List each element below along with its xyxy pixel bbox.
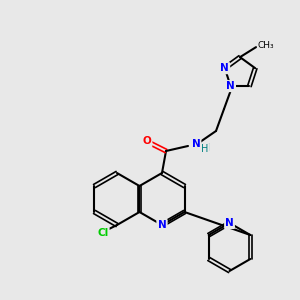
Text: H: H <box>201 143 209 153</box>
Text: N: N <box>226 81 235 91</box>
Text: Cl: Cl <box>97 228 109 238</box>
Text: N: N <box>225 218 234 228</box>
Text: N: N <box>158 220 166 230</box>
Text: N: N <box>220 63 229 73</box>
Text: N: N <box>226 81 235 91</box>
Text: N: N <box>158 220 166 230</box>
Text: N: N <box>225 218 234 228</box>
Text: N: N <box>192 139 200 149</box>
Text: CH₃: CH₃ <box>258 40 274 50</box>
Text: N: N <box>220 63 229 73</box>
Text: Cl: Cl <box>97 228 109 238</box>
Text: O: O <box>142 136 152 146</box>
Text: N: N <box>192 139 200 149</box>
Text: O: O <box>142 136 152 146</box>
Text: H: H <box>201 144 209 154</box>
Text: N: N <box>158 220 166 230</box>
